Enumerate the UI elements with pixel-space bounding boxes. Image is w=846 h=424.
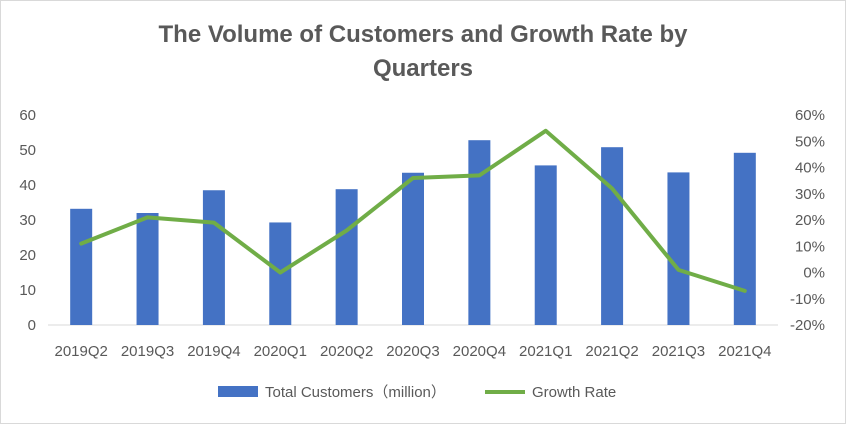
legend: Total Customers（million） Growth Rate	[218, 384, 616, 401]
x-tick-2021Q3: 2021Q3	[652, 343, 705, 360]
x-tick-2020Q3: 2020Q3	[386, 343, 439, 360]
right-axis-tick: 50%	[795, 133, 825, 150]
bar-2021Q2	[601, 147, 624, 325]
x-tick-2020Q1: 2020Q1	[254, 343, 307, 360]
x-tick-2021Q4: 2021Q4	[718, 343, 771, 360]
right-axis-tick: 60%	[795, 107, 825, 124]
chart-title-line-1: The Volume of Customers and Growth Rate …	[158, 21, 688, 48]
right-axis-tick: -10%	[790, 291, 825, 308]
chart-title: The Volume of Customers and Growth Rate …	[0, 18, 846, 86]
x-tick-2019Q3: 2019Q3	[121, 343, 174, 360]
left-axis-tick: 30	[19, 212, 36, 229]
left-axis-tick: 60	[19, 107, 36, 124]
x-tick-2020Q2: 2020Q2	[320, 343, 373, 360]
x-tick-2019Q4: 2019Q4	[187, 343, 240, 360]
x-tick-2020Q4: 2020Q4	[453, 343, 506, 360]
legend-swatch-total-customers	[218, 386, 258, 397]
right-axis-tick: 30%	[795, 186, 825, 203]
left-axis-tick: 10	[19, 282, 36, 299]
bar-series	[70, 140, 756, 325]
right-axis-tick: 10%	[795, 238, 825, 255]
bar-2021Q1	[534, 165, 557, 325]
bar-2020Q3	[402, 172, 424, 325]
right-axis-tick: -20%	[790, 317, 825, 334]
bar-2020Q2	[335, 189, 358, 325]
x-tick-2019Q2: 2019Q2	[54, 343, 107, 360]
right-axis-tick: 40%	[795, 160, 825, 177]
left-axis-tick: 0	[28, 317, 36, 334]
x-tick-2021Q1: 2021Q1	[519, 343, 572, 360]
right-axis-tick: 0%	[803, 265, 825, 282]
legend-label-growth-rate: Growth Rate	[532, 384, 616, 401]
right-axis-tick: 20%	[795, 212, 825, 229]
bar-2019Q3	[136, 213, 159, 325]
bar-2019Q4	[202, 190, 225, 325]
bar-2021Q4	[733, 152, 756, 325]
growth-rate-line	[79, 128, 747, 293]
x-tick-2021Q2: 2021Q2	[585, 343, 638, 360]
bar-2021Q3	[667, 172, 690, 325]
chart-title-line-2: Quarters	[372, 55, 474, 82]
bar-2020Q4	[468, 140, 491, 325]
right-axis-ticks: -20% -10% 0% 10% 20% 30% 40% 50% 60%	[790, 107, 825, 334]
x-axis-ticks: 2019Q2 2019Q3 2019Q4 2020Q1 2020Q2 2020Q3 2020…	[54, 343, 771, 360]
left-axis-tick: 20	[19, 247, 36, 264]
left-axis-ticks: 0 10 20 30 40 50 60	[19, 107, 36, 334]
bar-2019Q2	[70, 208, 93, 325]
legend-label-total-customers: Total Customers（million）	[265, 384, 446, 401]
left-axis-tick: 40	[19, 177, 36, 194]
left-axis-tick: 50	[19, 142, 36, 159]
